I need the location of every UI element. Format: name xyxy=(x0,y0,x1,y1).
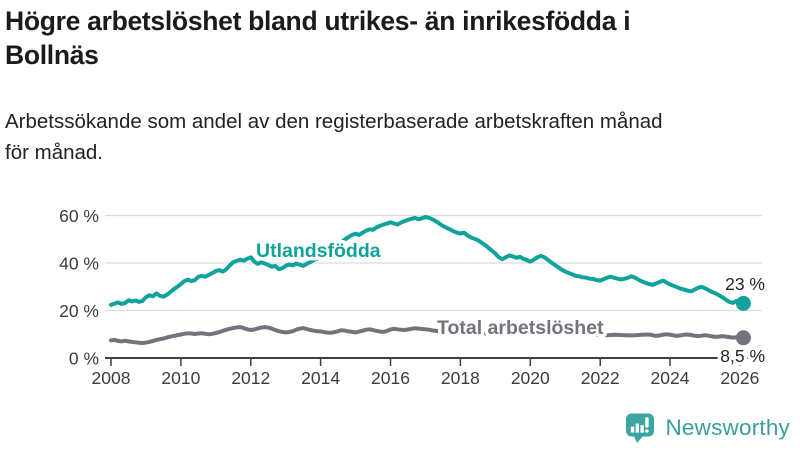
x-tick-label: 2010 xyxy=(161,368,200,388)
series-end-value-0: 23 % xyxy=(725,274,765,294)
brand-footer[interactable]: Newsworthy xyxy=(623,410,790,446)
x-tick-label: 2024 xyxy=(651,368,690,388)
x-tick-label: 2014 xyxy=(301,368,340,388)
series-line-1 xyxy=(109,325,746,345)
newsworthy-logo-icon xyxy=(626,413,655,443)
y-tick-label: 0 % xyxy=(69,349,99,369)
chart-subtitle-line-1: Arbetssökande som andel av den registerb… xyxy=(5,110,663,133)
x-tick-label: 2020 xyxy=(511,368,550,388)
chart-subtitle: Arbetssökande som andel av den registerb… xyxy=(5,106,795,168)
page-title-line-1: Högre arbetslöshet bland utrikes- än inr… xyxy=(5,6,631,36)
chart-subtitle-line-2: för månad. xyxy=(5,141,103,164)
x-tick-label: 2008 xyxy=(92,368,131,388)
series-end-dot-1 xyxy=(735,330,751,346)
series-label-1: Total arbetslöshet xyxy=(437,317,604,339)
brand-name: Newsworthy xyxy=(665,415,790,440)
x-tick-label: 2018 xyxy=(441,368,480,388)
page-title: Högre arbetslöshet bland utrikes- än inr… xyxy=(5,4,795,72)
series-end-dot-0 xyxy=(735,295,751,311)
speech-bubble-chart-icon xyxy=(626,413,655,443)
line-chart-svg: 0 % 20 % 40 % 60 % 2008 2010 2012 2014 2016 2018 2… xyxy=(59,206,768,388)
x-tick-label: 2016 xyxy=(371,368,410,388)
series-end-value-1: 8,5 % xyxy=(720,346,765,366)
series-line-0 xyxy=(109,214,746,307)
series-label-0: Utlandsfödda xyxy=(256,240,381,262)
y-tick-label: 20 % xyxy=(59,301,99,321)
x-tick-label: 2022 xyxy=(581,368,620,388)
x-tick-label: 2012 xyxy=(231,368,270,388)
x-tick-label: 2026 xyxy=(720,368,759,388)
page-title-line-2: Bollnäs xyxy=(5,40,99,70)
y-tick-label: 40 % xyxy=(59,254,99,274)
y-tick-label: 60 % xyxy=(59,206,99,226)
